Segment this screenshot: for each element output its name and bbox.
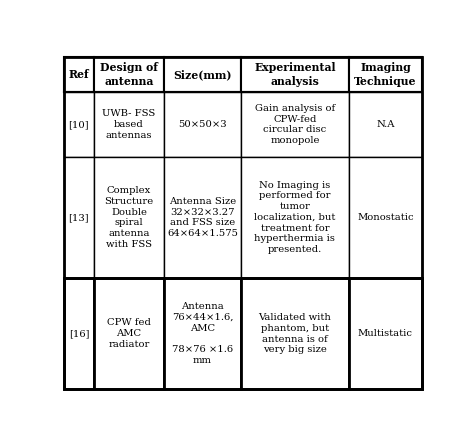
Text: Multistatic: Multistatic (358, 329, 413, 338)
Text: Ref: Ref (69, 69, 89, 80)
Bar (94, 92, 164, 157)
Text: N.A: N.A (376, 120, 395, 129)
Text: Imaging
Technique: Imaging Technique (354, 62, 417, 87)
Bar (349, 57, 422, 92)
Bar (349, 157, 422, 278)
Text: Antenna Size
32×32×3.27
and FSS size
64×64×1.575: Antenna Size 32×32×3.27 and FSS size 64×… (167, 197, 238, 238)
Bar (64, 92, 94, 157)
Bar (164, 57, 241, 92)
Bar (241, 157, 349, 278)
Text: Gain analysis of
CPW-fed
circular disc
monopole: Gain analysis of CPW-fed circular disc m… (255, 104, 335, 145)
Bar (64, 57, 94, 92)
Bar (94, 278, 164, 389)
Bar (64, 278, 94, 389)
Text: No Imaging is
performed for
tumor
localization, but
treatment for
hyperthermia i: No Imaging is performed for tumor locali… (254, 181, 336, 254)
Text: [16]: [16] (69, 329, 89, 338)
Text: Monostatic: Monostatic (357, 213, 414, 222)
Text: Antenna
76×44×1.6,
AMC

78×76 ×1.6
mm: Antenna 76×44×1.6, AMC 78×76 ×1.6 mm (172, 302, 233, 365)
Text: Validated with
phantom, but
antenna is of
very big size: Validated with phantom, but antenna is o… (258, 313, 331, 354)
Text: Size(mm): Size(mm) (173, 69, 232, 80)
Text: [10]: [10] (69, 120, 89, 129)
Bar (164, 157, 241, 278)
Text: Design of
antenna: Design of antenna (100, 62, 158, 87)
Bar (241, 57, 349, 92)
Bar (64, 157, 94, 278)
Bar (94, 157, 164, 278)
Text: Complex
Structure
Double
spiral
antenna
with FSS: Complex Structure Double spiral antenna … (104, 186, 154, 249)
Bar (349, 92, 422, 157)
Bar (94, 57, 164, 92)
Bar (164, 278, 241, 389)
Text: CPW fed
AMC
radiator: CPW fed AMC radiator (107, 318, 151, 349)
Bar (241, 92, 349, 157)
Text: [13]: [13] (69, 213, 89, 222)
Bar (164, 92, 241, 157)
Text: 50×50×3: 50×50×3 (178, 120, 227, 129)
Text: UWB- FSS
based
antennas: UWB- FSS based antennas (102, 109, 156, 140)
Bar (349, 278, 422, 389)
Text: Experimental
analysis: Experimental analysis (254, 62, 336, 87)
Bar (241, 278, 349, 389)
